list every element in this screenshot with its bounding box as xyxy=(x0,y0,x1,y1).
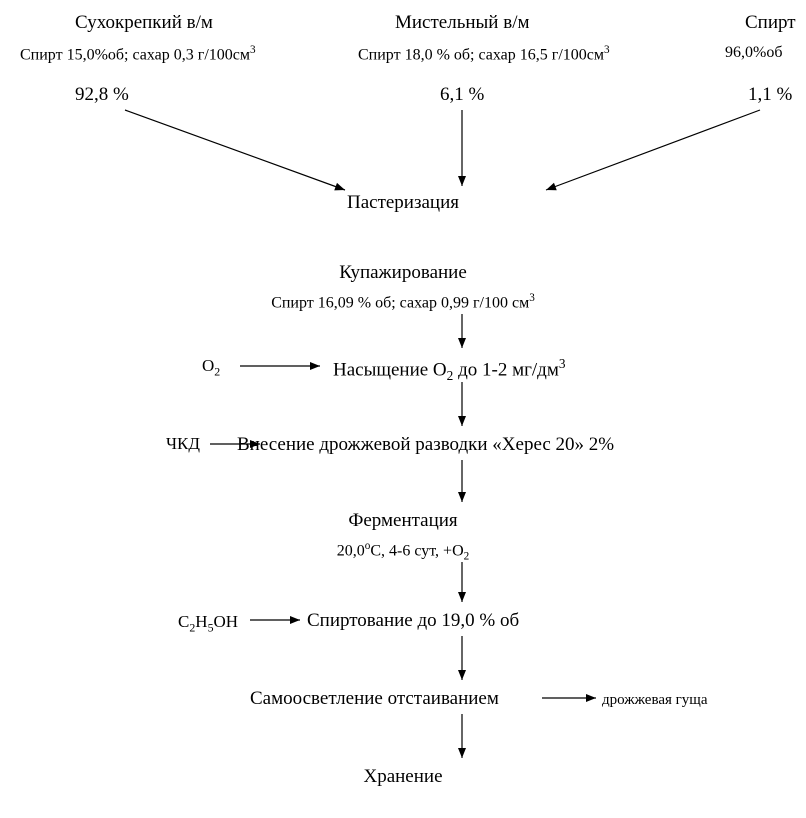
arrows-layer xyxy=(0,0,806,818)
